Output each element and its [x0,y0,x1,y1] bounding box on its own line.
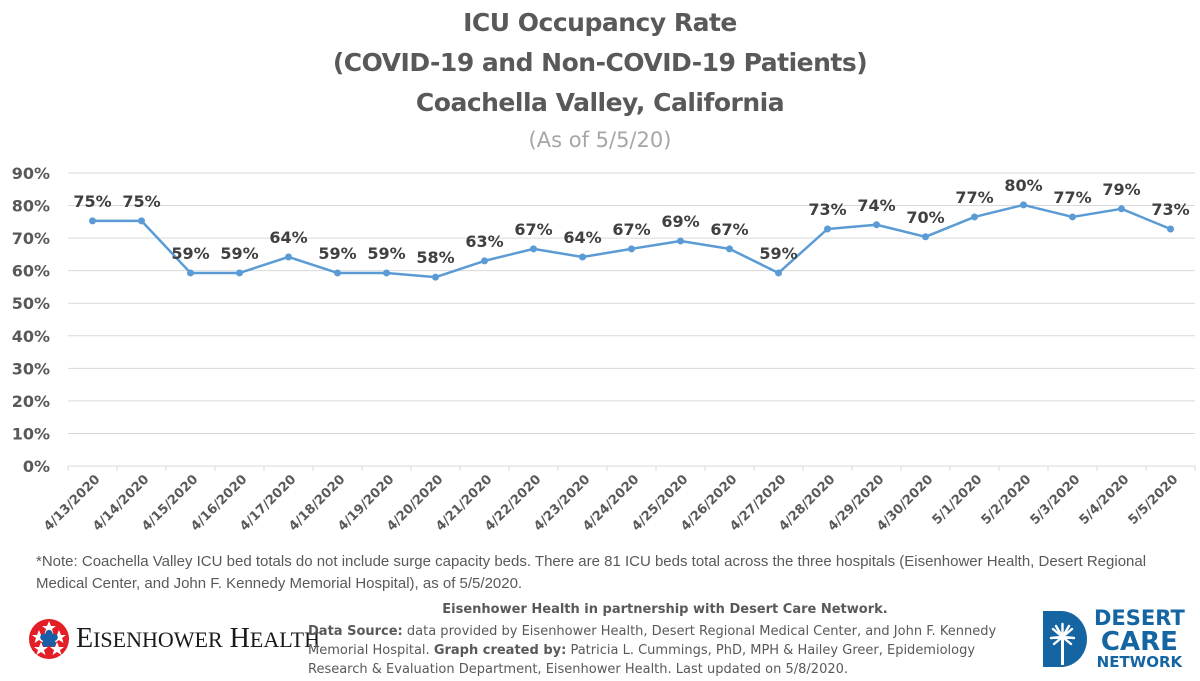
data-source-credits: Data Source: data provided by Eisenhower… [308,622,1038,679]
data-label: 63% [465,232,503,251]
chart-title-line2: (COVID-19 and Non-COVID-19 Patients) [332,48,868,77]
data-label: 70% [906,208,944,227]
data-source-label: Data Source: [308,624,403,639]
chart-title-line3: Coachella Valley, California [415,88,785,117]
chart-subtitle: (As of 5/5/20) [528,128,672,152]
wordmark-ealth: EALTH [249,627,320,652]
data-point [1118,205,1125,213]
data-label: 67% [710,220,748,239]
data-point [971,213,978,221]
wordmark-care: CARE [1100,627,1178,657]
data-label: 69% [661,212,699,231]
x-axis [67,465,1196,471]
x-tick-label: 5/1/2020 [930,472,986,528]
data-label: 74% [857,196,895,215]
chart-title-line1: ICU Occupancy Rate [463,8,737,37]
data-label: 59% [367,244,405,263]
y-tick-label: 90% [12,164,50,183]
data-point [677,237,684,245]
data-label: 59% [759,244,797,263]
data-point [726,245,733,253]
data-point [873,221,880,229]
data-label: 58% [416,248,454,267]
data-label: 79% [1102,180,1140,199]
data-label: 80% [1004,176,1042,195]
data-source-text: data provided by Eisenhower Health, Dese… [308,624,997,658]
wordmark-e: E [76,623,94,654]
y-tick-label: 50% [12,294,50,313]
data-point [89,217,96,225]
eisenhower-star-emblem-icon [29,619,69,659]
data-point [236,269,243,277]
wordmark-h: H [229,623,250,654]
desert-care-network-logo: DESERT CARE NETWORK [1043,608,1185,670]
data-labels: 75% 75% 59% 59% 64% 59% 59% 58% 63% 67% 64% 67% 69% 6… [73,176,1189,267]
data-label: 75% [73,192,111,211]
data-label: 75% [122,192,160,211]
line-chart: 0% 10% 20% 30% 40% 50% 60% 70% 80% 90% 4/13/20204… [12,164,1196,534]
eisenhower-health-wordmark: EISENHOWER HEALTH [76,623,320,655]
data-point [922,233,929,241]
x-tick-label: 5/3/2020 [1028,472,1084,528]
data-label: 59% [171,244,209,263]
y-tick-label: 40% [12,327,50,346]
data-label: 73% [1151,200,1189,219]
wordmark-desert: DESERT [1094,606,1185,630]
data-point [1167,225,1174,233]
data-point [579,253,586,261]
wordmark-isenhower: ISENHOWER [93,627,223,652]
data-label: 59% [220,244,258,263]
y-tick-label: 30% [12,359,50,378]
data-label: 67% [514,220,552,239]
wordmark-network: NETWORK [1096,653,1183,671]
eisenhower-health-logo: EISENHOWER HEALTH [28,618,320,660]
data-label: 67% [612,220,650,239]
data-point [530,245,537,253]
palm-tree-d-icon [1043,611,1087,667]
graph-created-text: Patricia L. Cummings, PhD, MPH & Hailey … [308,643,976,677]
data-label: 77% [1053,188,1091,207]
data-point [432,273,439,281]
y-axis-tick-labels: 0% 10% 20% 30% 40% 50% 60% 70% 80% 90% [12,164,50,476]
y-tick-label: 60% [12,262,50,281]
y-tick-label: 10% [12,424,50,443]
data-label: 64% [563,228,601,247]
data-point [628,245,635,253]
y-tick-label: 70% [12,229,50,248]
graph-created-label: Graph created by: [433,643,567,658]
data-point [481,257,488,265]
data-label: 73% [808,200,846,219]
data-point [138,217,145,225]
data-point [775,269,782,277]
data-point [824,225,831,233]
x-axis-tick-labels: 4/13/20204/14/20204/15/20204/16/20204/17… [41,472,1181,534]
data-point [383,269,390,277]
x-tick-label: 5/2/2020 [979,472,1035,528]
data-label: 77% [955,188,993,207]
data-point [187,269,194,277]
x-tick-label: 5/5/2020 [1126,472,1182,528]
y-tick-label: 20% [12,392,50,411]
data-label: 59% [318,244,356,263]
series-line [92,203,1171,279]
y-tick-label: 0% [23,457,50,476]
gridlines [68,172,1195,467]
data-point [334,269,341,277]
x-tick-label: 5/4/2020 [1077,472,1133,528]
y-tick-label: 80% [12,197,50,216]
footnote: *Note: Coachella Valley ICU bed totals d… [36,553,1147,592]
data-point [285,253,292,261]
partnership-statement: Eisenhower Health in partnership with De… [442,602,888,617]
desert-care-network-wordmark: DESERT CARE NETWORK [1094,608,1185,670]
data-series [89,201,1174,281]
data-label: 64% [269,228,307,247]
data-point [1069,213,1076,221]
data-point [1020,201,1027,209]
